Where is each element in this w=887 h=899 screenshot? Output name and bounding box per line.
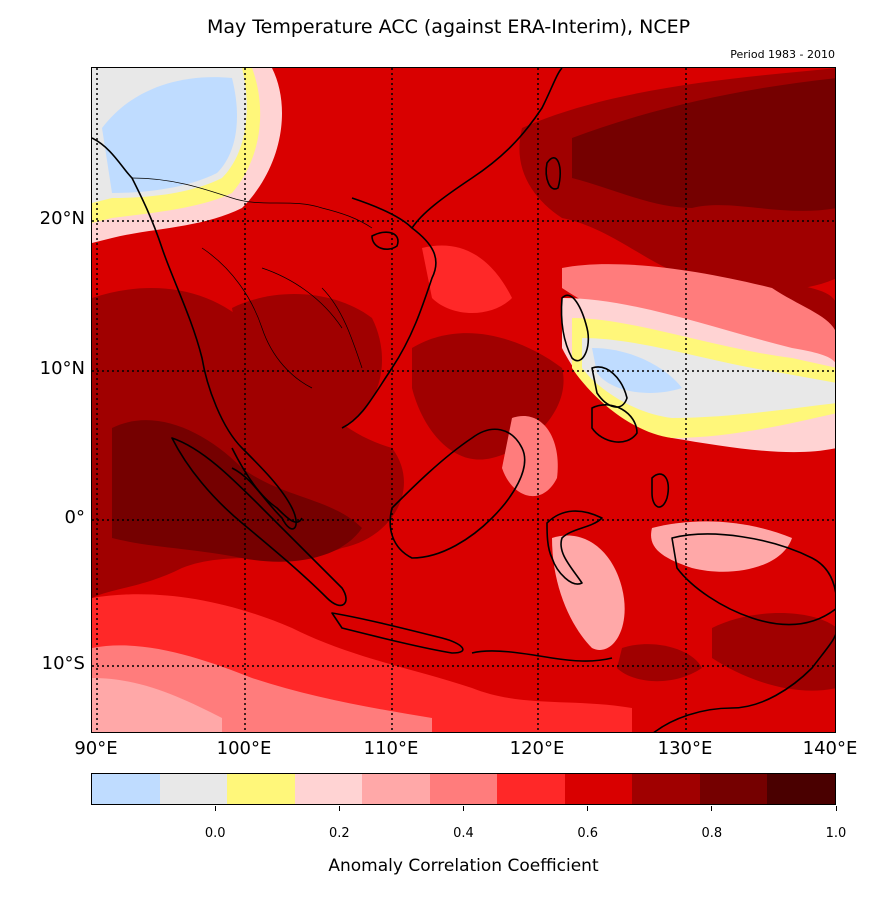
colorbar <box>91 773 836 805</box>
colorbar-tick-label: 0.4 <box>453 826 474 841</box>
colorbar-tick-label: 0.6 <box>577 826 598 841</box>
field-light-center <box>422 245 512 313</box>
colorbar-tick-label: 0.2 <box>328 826 350 841</box>
field-darker-northeast <box>572 78 835 211</box>
colorbar-tick-mark <box>214 806 216 811</box>
acc-field-map <box>92 68 835 732</box>
field-dark-south <box>617 644 702 682</box>
colorbar-tick-mark <box>711 806 713 811</box>
field-light-borneo-east <box>502 416 558 497</box>
field-tl-blue <box>102 77 237 193</box>
colorbar-segment-6 <box>497 774 565 804</box>
graticule <box>92 68 835 732</box>
colorbar-segment-4 <box>362 774 430 804</box>
colorbar-tick-mark <box>463 806 464 811</box>
colorbar-segment-3 <box>294 774 363 804</box>
lon-label-110e: 110°E <box>363 738 419 759</box>
lat-label-10s: 10°S <box>41 653 85 674</box>
colorbar-segment-5 <box>429 774 498 804</box>
lat-label-20n: 20°N <box>39 208 85 229</box>
lon-label-140e: 140°E <box>802 738 858 759</box>
colorbar-segment-9 <box>699 774 768 804</box>
period-label: Period 1983 - 2010 <box>730 48 835 61</box>
field-dark-southeast <box>712 613 835 691</box>
borders <box>131 177 373 389</box>
colorbar-segment-1 <box>159 774 228 804</box>
colorbar-tick-label: 0.8 <box>701 826 723 841</box>
colorbar-segment-8 <box>632 774 700 804</box>
colorbar-segment-10 <box>767 774 836 804</box>
colorbar-segment-0 <box>92 774 160 804</box>
coastlines <box>92 68 835 732</box>
colorbar-segment-7 <box>564 774 633 804</box>
colorbar-tick-mark <box>587 806 589 811</box>
lat-label-10n: 10°N <box>39 358 85 379</box>
field-light-sulawesi <box>552 535 625 650</box>
map-panel <box>91 67 836 733</box>
lat-label-0: 0° <box>64 507 85 528</box>
colorbar-tick-label: 1.0 <box>825 826 847 841</box>
field-lightest-south <box>92 678 222 732</box>
lon-label-90e: 90°E <box>74 738 118 759</box>
field-band-grey <box>582 338 835 418</box>
lon-label-120e: 120°E <box>509 738 565 759</box>
colorbar-title: Anomaly Correlation Coefficient <box>328 856 599 876</box>
colorbar-tick-mark <box>835 806 837 811</box>
field-darker-west <box>112 420 362 562</box>
colorbar-tick-label: 0.0 <box>204 826 226 841</box>
field-dark-indochina <box>232 294 382 428</box>
colorbar-tick-mark <box>338 806 340 811</box>
colorbar-segment-2 <box>227 774 295 804</box>
lon-label-100e: 100°E <box>216 738 272 759</box>
lon-label-130e: 130°E <box>657 738 713 759</box>
plot-title: May Temperature ACC (against ERA-Interim… <box>206 16 691 38</box>
